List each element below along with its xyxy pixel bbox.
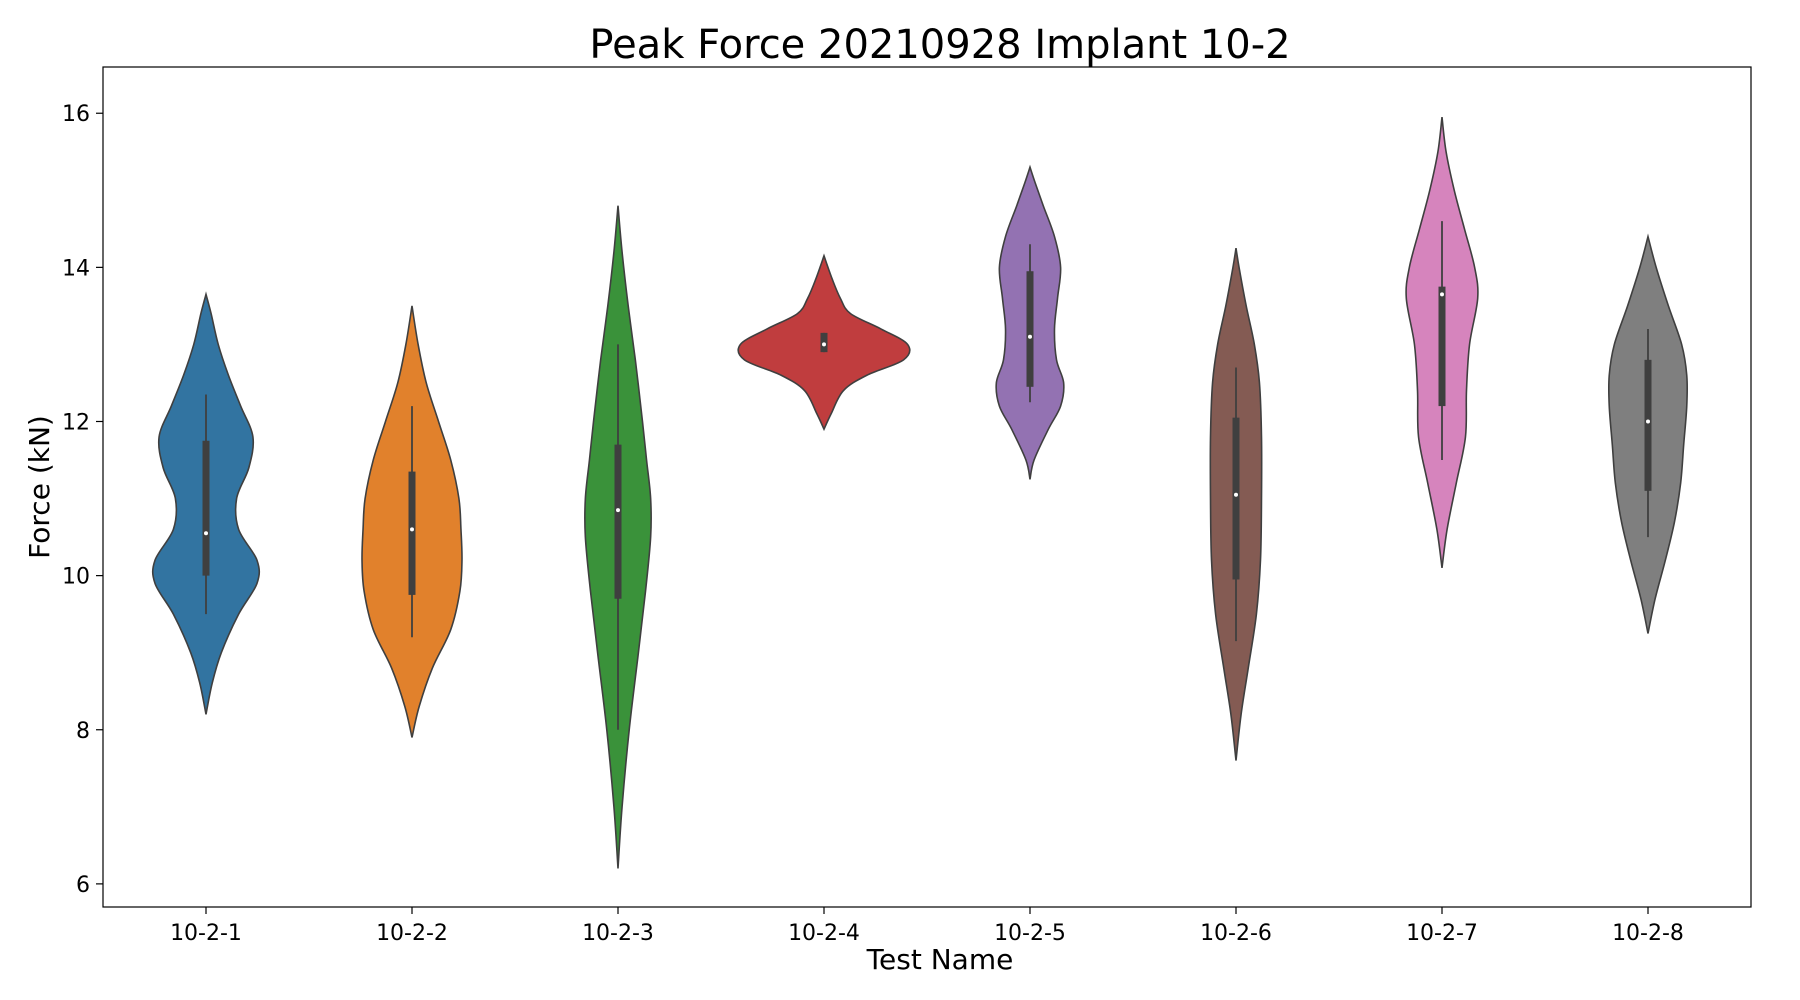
y-axis-title: Force (kN)	[23, 415, 56, 559]
y-tick-label: 6	[76, 873, 90, 898]
violins-layer	[151, 116, 1689, 869]
y-axis: 6 8 10 12 14 16	[62, 102, 103, 898]
violin-10-2-1	[151, 291, 261, 715]
violin-10-2-5	[995, 164, 1065, 480]
chart-title: Peak Force 20210928 Implant 10-2	[589, 22, 1290, 68]
y-tick-label: 10	[62, 565, 90, 590]
y-tick-label: 8	[76, 719, 90, 744]
violin-iqr-box	[614, 444, 622, 599]
x-tick-label: 10-2-3	[582, 921, 654, 946]
x-tick-label: 10-2-1	[170, 921, 242, 946]
violin-median	[616, 508, 620, 513]
violin-median	[204, 531, 208, 536]
violin-iqr-box	[1232, 417, 1240, 580]
violin-10-2-8	[1607, 233, 1689, 634]
x-tick-label: 10-2-6	[1200, 921, 1272, 946]
x-tick-label: 10-2-7	[1406, 921, 1478, 946]
x-tick-label: 10-2-2	[376, 921, 448, 946]
x-tick-label: 10-2-8	[1612, 921, 1684, 946]
violin-median	[410, 527, 414, 532]
violin-10-2-2	[361, 305, 463, 738]
plot-frame	[102, 66, 1752, 908]
x-axis: 10-2-1 10-2-2 10-2-3 10-2-4 10-2-5 10-2-6 10-2…	[170, 907, 1684, 946]
violin-iqr-box	[1644, 359, 1652, 491]
y-tick-label: 16	[62, 102, 90, 127]
violin-10-2-4	[737, 253, 911, 432]
violin-iqr-box	[1438, 286, 1446, 407]
violin-median	[1234, 492, 1238, 497]
violin-10-2-6	[1209, 247, 1263, 761]
violin-10-2-7	[1405, 116, 1479, 569]
violin-10-2-3	[583, 205, 653, 869]
x-tick-label: 10-2-5	[994, 921, 1066, 946]
violin-median	[822, 342, 826, 347]
violin-median	[1028, 334, 1032, 339]
x-axis-title: Test Name	[866, 943, 1014, 976]
violin-iqr-box	[1026, 271, 1034, 387]
violin-median	[1646, 419, 1650, 424]
y-tick-label: 12	[62, 410, 90, 435]
violin-iqr-box	[202, 440, 210, 576]
violin-iqr-box	[408, 471, 416, 595]
y-tick-label: 14	[62, 256, 90, 281]
x-tick-label: 10-2-4	[788, 921, 860, 946]
violin-median	[1440, 292, 1444, 297]
